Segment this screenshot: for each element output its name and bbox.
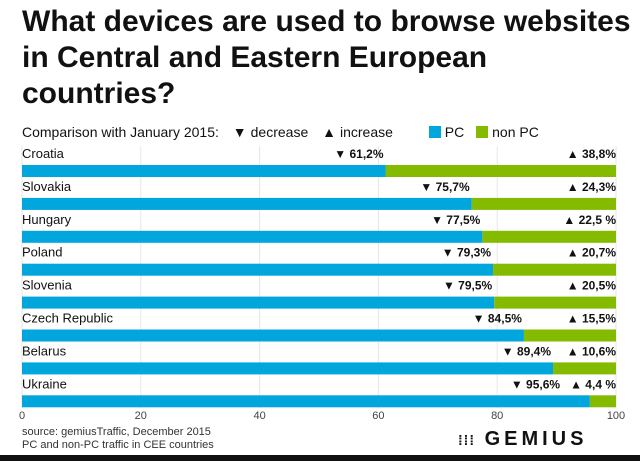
bar-pc bbox=[22, 197, 472, 210]
legend: Comparison with January 2015: ▼ decrease … bbox=[22, 124, 543, 140]
bar-nonpc bbox=[589, 395, 616, 408]
legend-increase: increase bbox=[339, 124, 393, 140]
x-tick-label: 80 bbox=[491, 410, 503, 422]
bar-pc bbox=[22, 329, 524, 342]
legend-pc: PC bbox=[444, 124, 465, 140]
bottom-border bbox=[0, 455, 640, 461]
bar-pc bbox=[22, 263, 494, 276]
bar-pc bbox=[22, 296, 495, 309]
source-line-1: source: gemiusTraffic, December 2015 bbox=[22, 426, 211, 438]
category-label: Slovenia bbox=[22, 278, 73, 293]
x-tick-label: 60 bbox=[372, 410, 384, 422]
category-label: Croatia bbox=[22, 146, 65, 161]
bar-pc bbox=[22, 395, 590, 408]
pc-value-label: ▼ 84,5% bbox=[473, 312, 523, 326]
nonpc-value-label: ▲ 22,5 % bbox=[563, 213, 616, 227]
legend-swatch-nonpc bbox=[476, 126, 489, 138]
pc-value-label: ▼ 75,7% bbox=[420, 180, 470, 194]
pc-value-label: ▼ 95,6% bbox=[511, 377, 561, 391]
bar-nonpc bbox=[523, 329, 616, 342]
chart-title: What devices are used to browse websites… bbox=[22, 5, 631, 110]
nonpc-value-label: ▲ 10,6% bbox=[567, 344, 617, 358]
pc-value-label: ▼ 89,4% bbox=[502, 344, 552, 358]
category-label: Poland bbox=[22, 245, 62, 260]
legend-swatch-pc bbox=[428, 126, 441, 138]
nonpc-value-label: ▲ 24,3% bbox=[567, 180, 617, 194]
nonpc-value-label: ▲ 20,7% bbox=[567, 246, 617, 260]
increase-icon: ▲ bbox=[322, 124, 336, 140]
pc-value-label: ▼ 79,3% bbox=[442, 246, 492, 260]
legend-subtitle: Comparison with January 2015: bbox=[22, 124, 219, 140]
gemius-logo: ⁞⁞⁞ GEMIUS bbox=[458, 428, 588, 450]
pc-value-label: ▼ 77,5% bbox=[431, 213, 481, 227]
legend-nonpc: non PC bbox=[492, 124, 539, 140]
x-tick-label: 20 bbox=[135, 410, 147, 422]
legend-decrease: decrease bbox=[250, 124, 309, 140]
bar-pc bbox=[22, 165, 386, 177]
bar-nonpc bbox=[471, 197, 616, 210]
bar-pc bbox=[22, 362, 554, 375]
nonpc-value-label: ▲ 15,5% bbox=[567, 312, 617, 326]
bar-nonpc bbox=[493, 263, 616, 276]
category-label: Ukraine bbox=[22, 376, 67, 391]
category-label: Belarus bbox=[22, 343, 67, 358]
nonpc-value-label: ▲ 4,4 % bbox=[570, 377, 616, 391]
pc-value-label: ▼ 79,5% bbox=[443, 279, 493, 293]
bar-pc bbox=[22, 230, 483, 243]
decrease-icon: ▼ bbox=[232, 124, 247, 140]
bar-nonpc bbox=[494, 296, 616, 309]
x-tick-label: 0 bbox=[19, 410, 25, 422]
source-note: source: gemiusTraffic, December 2015 PC … bbox=[22, 426, 214, 452]
pc-value-label: ▼ 61,2% bbox=[334, 147, 384, 161]
bar-nonpc bbox=[385, 165, 616, 177]
nonpc-value-label: ▲ 38,8% bbox=[567, 147, 617, 161]
bar-nonpc bbox=[482, 230, 616, 243]
source-line-2: PC and non-PC traffic in CEE countries bbox=[22, 439, 214, 451]
x-tick-label: 40 bbox=[253, 410, 265, 422]
category-label: Slovakia bbox=[22, 179, 72, 194]
category-label: Hungary bbox=[22, 212, 72, 227]
category-label: Czech Republic bbox=[22, 311, 114, 326]
logo-dots-icon: ⁞⁞⁞ bbox=[458, 432, 475, 448]
x-tick-label: 100 bbox=[607, 410, 625, 422]
bar-nonpc bbox=[553, 362, 616, 375]
nonpc-value-label: ▲ 20,5% bbox=[567, 279, 617, 293]
